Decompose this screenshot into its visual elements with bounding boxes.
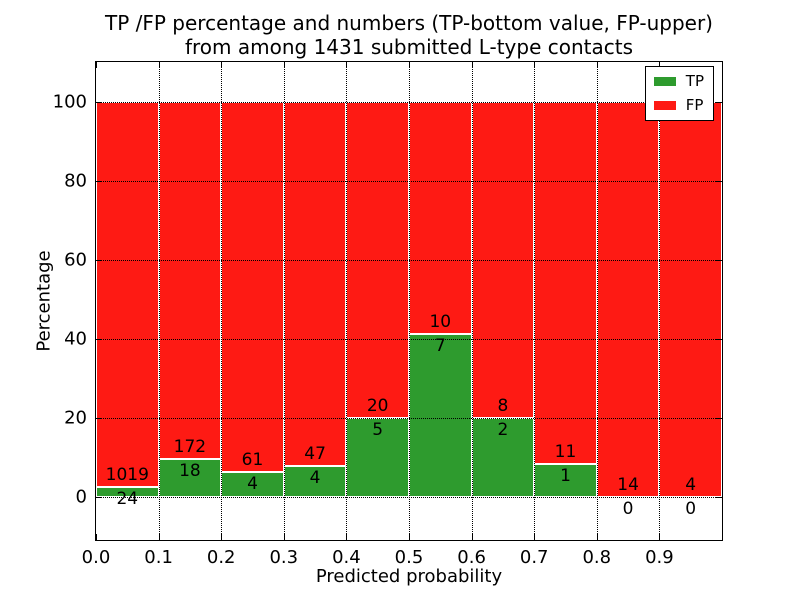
fp-count-label: 14 [617,474,639,495]
legend-entry-tp: TP [653,72,704,90]
fp-count-label: 4 [685,474,697,495]
x-tick-top [96,62,97,68]
y-tick-label: 100 [52,91,87,112]
tp-count-label: 5 [372,419,384,440]
fp-count-label: 8 [497,395,509,416]
chart-title-line1: TP /FP percentage and numbers (TP-bottom… [105,11,713,35]
x-tick-label: 0.0 [81,547,111,568]
tp-count-label: 24 [116,489,139,510]
bar-tp-segment [534,463,597,497]
y-tick-label: 40 [64,328,87,350]
x-tick-label: 0.6 [457,547,486,568]
x-tick-label: 0.8 [582,547,612,568]
bar-fp-segment [659,101,722,497]
y-tick-label: 60 [64,249,87,271]
bar-fp-segment [158,101,222,460]
fp-swatch [653,101,676,110]
tp-count-label: 4 [247,474,258,495]
tp-count-label: 7 [434,335,446,356]
tp-swatch [653,77,676,86]
x-tick-label: 0.4 [332,547,361,568]
fp-count-label: 1019 [105,465,149,486]
fp-count-label: 61 [241,450,264,471]
legend: TP FP [644,66,714,121]
bar-tp-segment [96,487,159,497]
fp-count-label: 20 [366,395,389,416]
tp-count-label: 1 [560,465,571,486]
x-tick-label: 0.3 [269,547,299,568]
legend-label: TP [685,72,704,90]
bar-fp-segment [283,101,347,466]
x-tick-label: 0.9 [645,547,674,568]
plot-area: 1019 24 172 18 61 4 47 4 20 5 10 7 8 2 11 1 14 0 4 0 0.0 0.1 0… [53,61,723,568]
legend-entry-fp: FP [653,96,704,114]
tp-count-label: 18 [179,461,201,482]
bar-fp-segment [596,101,660,497]
x-tick-label: 0.5 [394,547,424,568]
fp-count-label: 172 [173,437,207,458]
tp-count-label: 2 [497,419,509,440]
chart-title-line2: from among 1431 submitted L-type contact… [184,35,634,59]
x-tick-label: 0.1 [144,547,173,568]
bar-fp-segment [409,101,472,334]
y-axis-label: Percentage [33,250,55,352]
x-axis-label: Predicted probability [315,566,503,587]
bar-fp-segment [96,101,159,488]
fp-count-label: 47 [304,443,326,464]
tp-count-label: 0 [622,498,634,519]
x-tick-label: 0.7 [519,547,549,568]
tp-count-label: 4 [309,467,321,488]
legend-label: FP [685,96,704,114]
bar-tp-segment [346,417,409,497]
x-tick-bottom [96,534,97,540]
fp-count-label: 10 [429,311,452,332]
tp-count-label: 0 [685,498,697,519]
chart-title: TP /FP percentage and numbers (TP-bottom… [95,11,723,59]
y-tick-label: 20 [64,407,87,429]
bar-tp-segment [283,465,347,497]
fp-count-label: 11 [554,441,577,462]
y-tick-label: 0 [75,486,87,508]
bar-fp-segment [534,101,597,464]
x-tick-label: 0.2 [206,547,236,568]
y-tick-label: 80 [64,170,87,191]
bar-tp-segment [221,472,284,497]
labels-layer: 1019 24 172 18 61 4 47 4 20 5 10 7 8 2 11 1 14 0 4 0 0.0 0.1 0… [53,62,722,568]
